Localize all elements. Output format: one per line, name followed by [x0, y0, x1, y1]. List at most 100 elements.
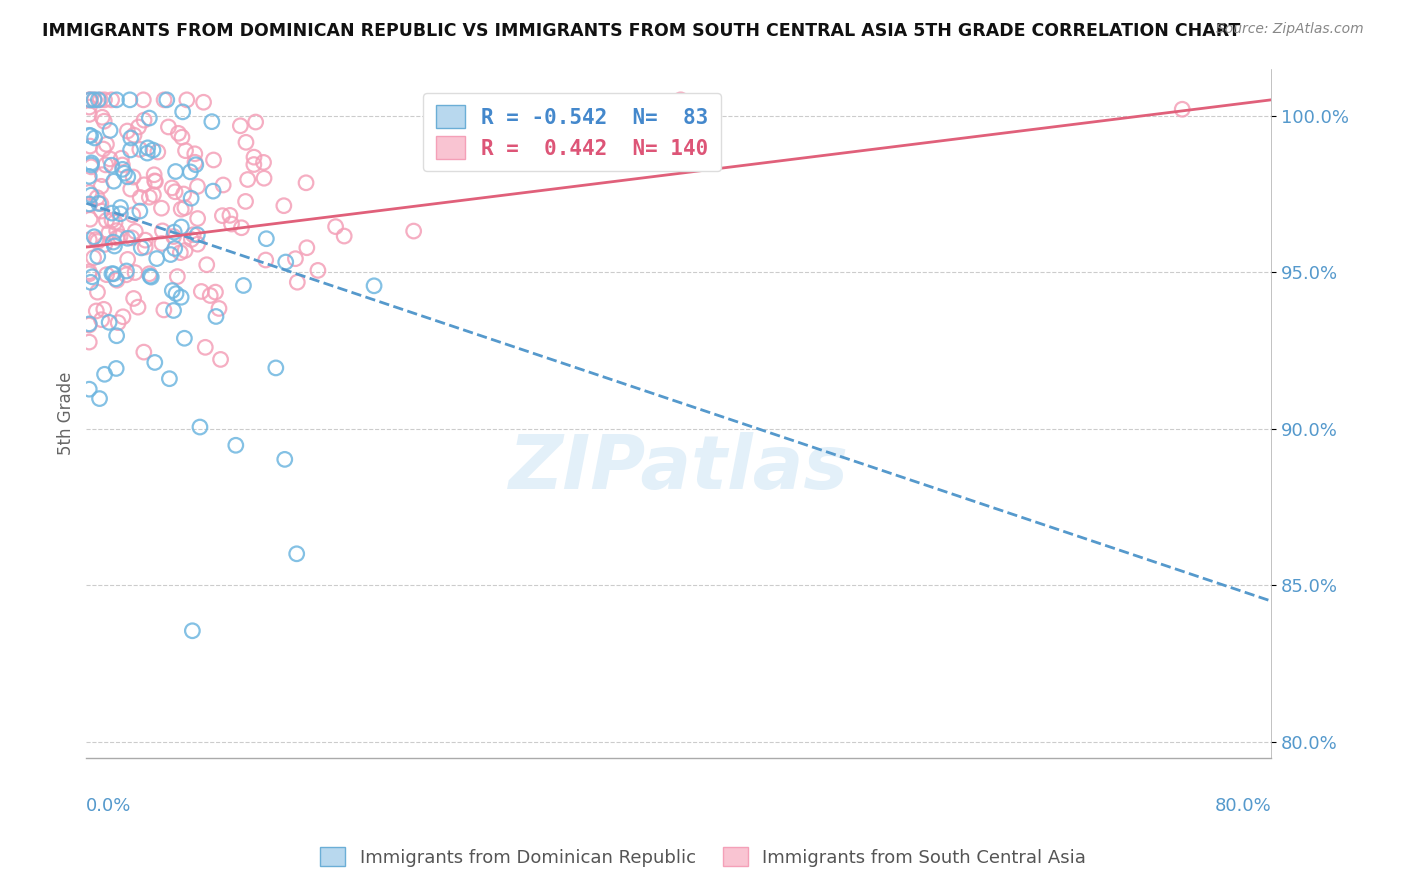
- Point: [93, 368, 115, 382]
- Point: [117, 169, 139, 184]
- Point: [232, 278, 254, 293]
- Point: [77, 93, 100, 107]
- Point: [245, 115, 267, 129]
- Point: [163, 225, 186, 239]
- Point: [128, 204, 150, 219]
- Point: [295, 241, 318, 255]
- Point: [165, 286, 187, 301]
- Point: [180, 191, 202, 205]
- Point: [145, 252, 167, 266]
- Point: [77, 169, 100, 184]
- Point: [111, 162, 134, 177]
- Text: 0.0%: 0.0%: [86, 797, 132, 814]
- Point: [153, 93, 176, 107]
- Point: [122, 169, 145, 184]
- Point: [186, 179, 208, 194]
- Point: [83, 229, 105, 244]
- Point: [142, 143, 165, 157]
- Point: [118, 93, 141, 107]
- Point: [235, 194, 257, 209]
- Point: [180, 232, 202, 246]
- Point: [86, 285, 108, 300]
- Point: [150, 236, 173, 251]
- Point: [77, 267, 100, 281]
- Point: [146, 145, 169, 159]
- Legend: Immigrants from Dominican Republic, Immigrants from South Central Asia: Immigrants from Dominican Republic, Immi…: [312, 840, 1094, 874]
- Point: [103, 239, 125, 253]
- Point: [111, 158, 134, 172]
- Point: [190, 285, 212, 299]
- Text: Source: ZipAtlas.com: Source: ZipAtlas.com: [1216, 22, 1364, 37]
- Point: [103, 267, 125, 281]
- Point: [136, 141, 159, 155]
- Point: [179, 165, 201, 179]
- Point: [132, 178, 155, 192]
- Point: [186, 227, 208, 242]
- Point: [669, 93, 692, 107]
- Point: [159, 247, 181, 261]
- Point: [174, 144, 197, 158]
- Point: [114, 166, 136, 180]
- Point: [221, 217, 243, 231]
- Point: [229, 119, 252, 133]
- Point: [77, 382, 100, 396]
- Point: [157, 120, 180, 134]
- Point: [100, 158, 122, 172]
- Point: [150, 201, 173, 215]
- Text: IMMIGRANTS FROM DOMINICAN REPUBLIC VS IMMIGRANTS FROM SOUTH CENTRAL ASIA 5TH GRA: IMMIGRANTS FROM DOMINICAN REPUBLIC VS IM…: [42, 22, 1240, 40]
- Point: [200, 288, 222, 302]
- Point: [188, 420, 211, 434]
- Point: [101, 267, 124, 281]
- Point: [127, 300, 149, 314]
- Point: [90, 312, 112, 326]
- Point: [167, 126, 190, 140]
- Point: [104, 272, 127, 286]
- Point: [122, 292, 145, 306]
- Point: [86, 191, 108, 205]
- Point: [86, 235, 108, 249]
- Point: [100, 93, 122, 107]
- Point: [94, 158, 117, 172]
- Point: [252, 155, 274, 169]
- Point: [98, 315, 121, 329]
- Point: [134, 233, 156, 247]
- Point: [236, 172, 259, 186]
- Point: [132, 345, 155, 359]
- Point: [211, 209, 233, 223]
- Point: [77, 107, 100, 121]
- Point: [129, 241, 152, 255]
- Point: [104, 215, 127, 229]
- Point: [208, 301, 231, 316]
- Point: [121, 208, 143, 222]
- Point: [117, 124, 139, 138]
- Point: [195, 258, 218, 272]
- Point: [83, 251, 105, 265]
- Point: [295, 176, 318, 190]
- Point: [132, 93, 155, 107]
- Point: [1171, 102, 1194, 116]
- Point: [162, 303, 184, 318]
- Point: [202, 153, 225, 167]
- Point: [134, 240, 156, 254]
- Point: [153, 302, 176, 317]
- Point: [87, 249, 110, 263]
- Point: [212, 178, 235, 192]
- Point: [152, 224, 174, 238]
- Point: [184, 155, 207, 169]
- Point: [307, 263, 329, 277]
- Point: [204, 285, 226, 300]
- Point: [181, 227, 204, 242]
- Point: [87, 93, 110, 107]
- Point: [79, 128, 101, 143]
- Point: [105, 231, 128, 245]
- Point: [120, 182, 142, 196]
- Point: [124, 266, 146, 280]
- Point: [325, 219, 347, 234]
- Point: [103, 174, 125, 188]
- Point: [139, 269, 162, 284]
- Legend: R = -0.542  N=  83, R =  0.442  N= 140: R = -0.542 N= 83, R = 0.442 N= 140: [423, 93, 721, 171]
- Point: [105, 93, 128, 107]
- Point: [441, 130, 464, 145]
- Point: [143, 174, 166, 188]
- Point: [243, 157, 266, 171]
